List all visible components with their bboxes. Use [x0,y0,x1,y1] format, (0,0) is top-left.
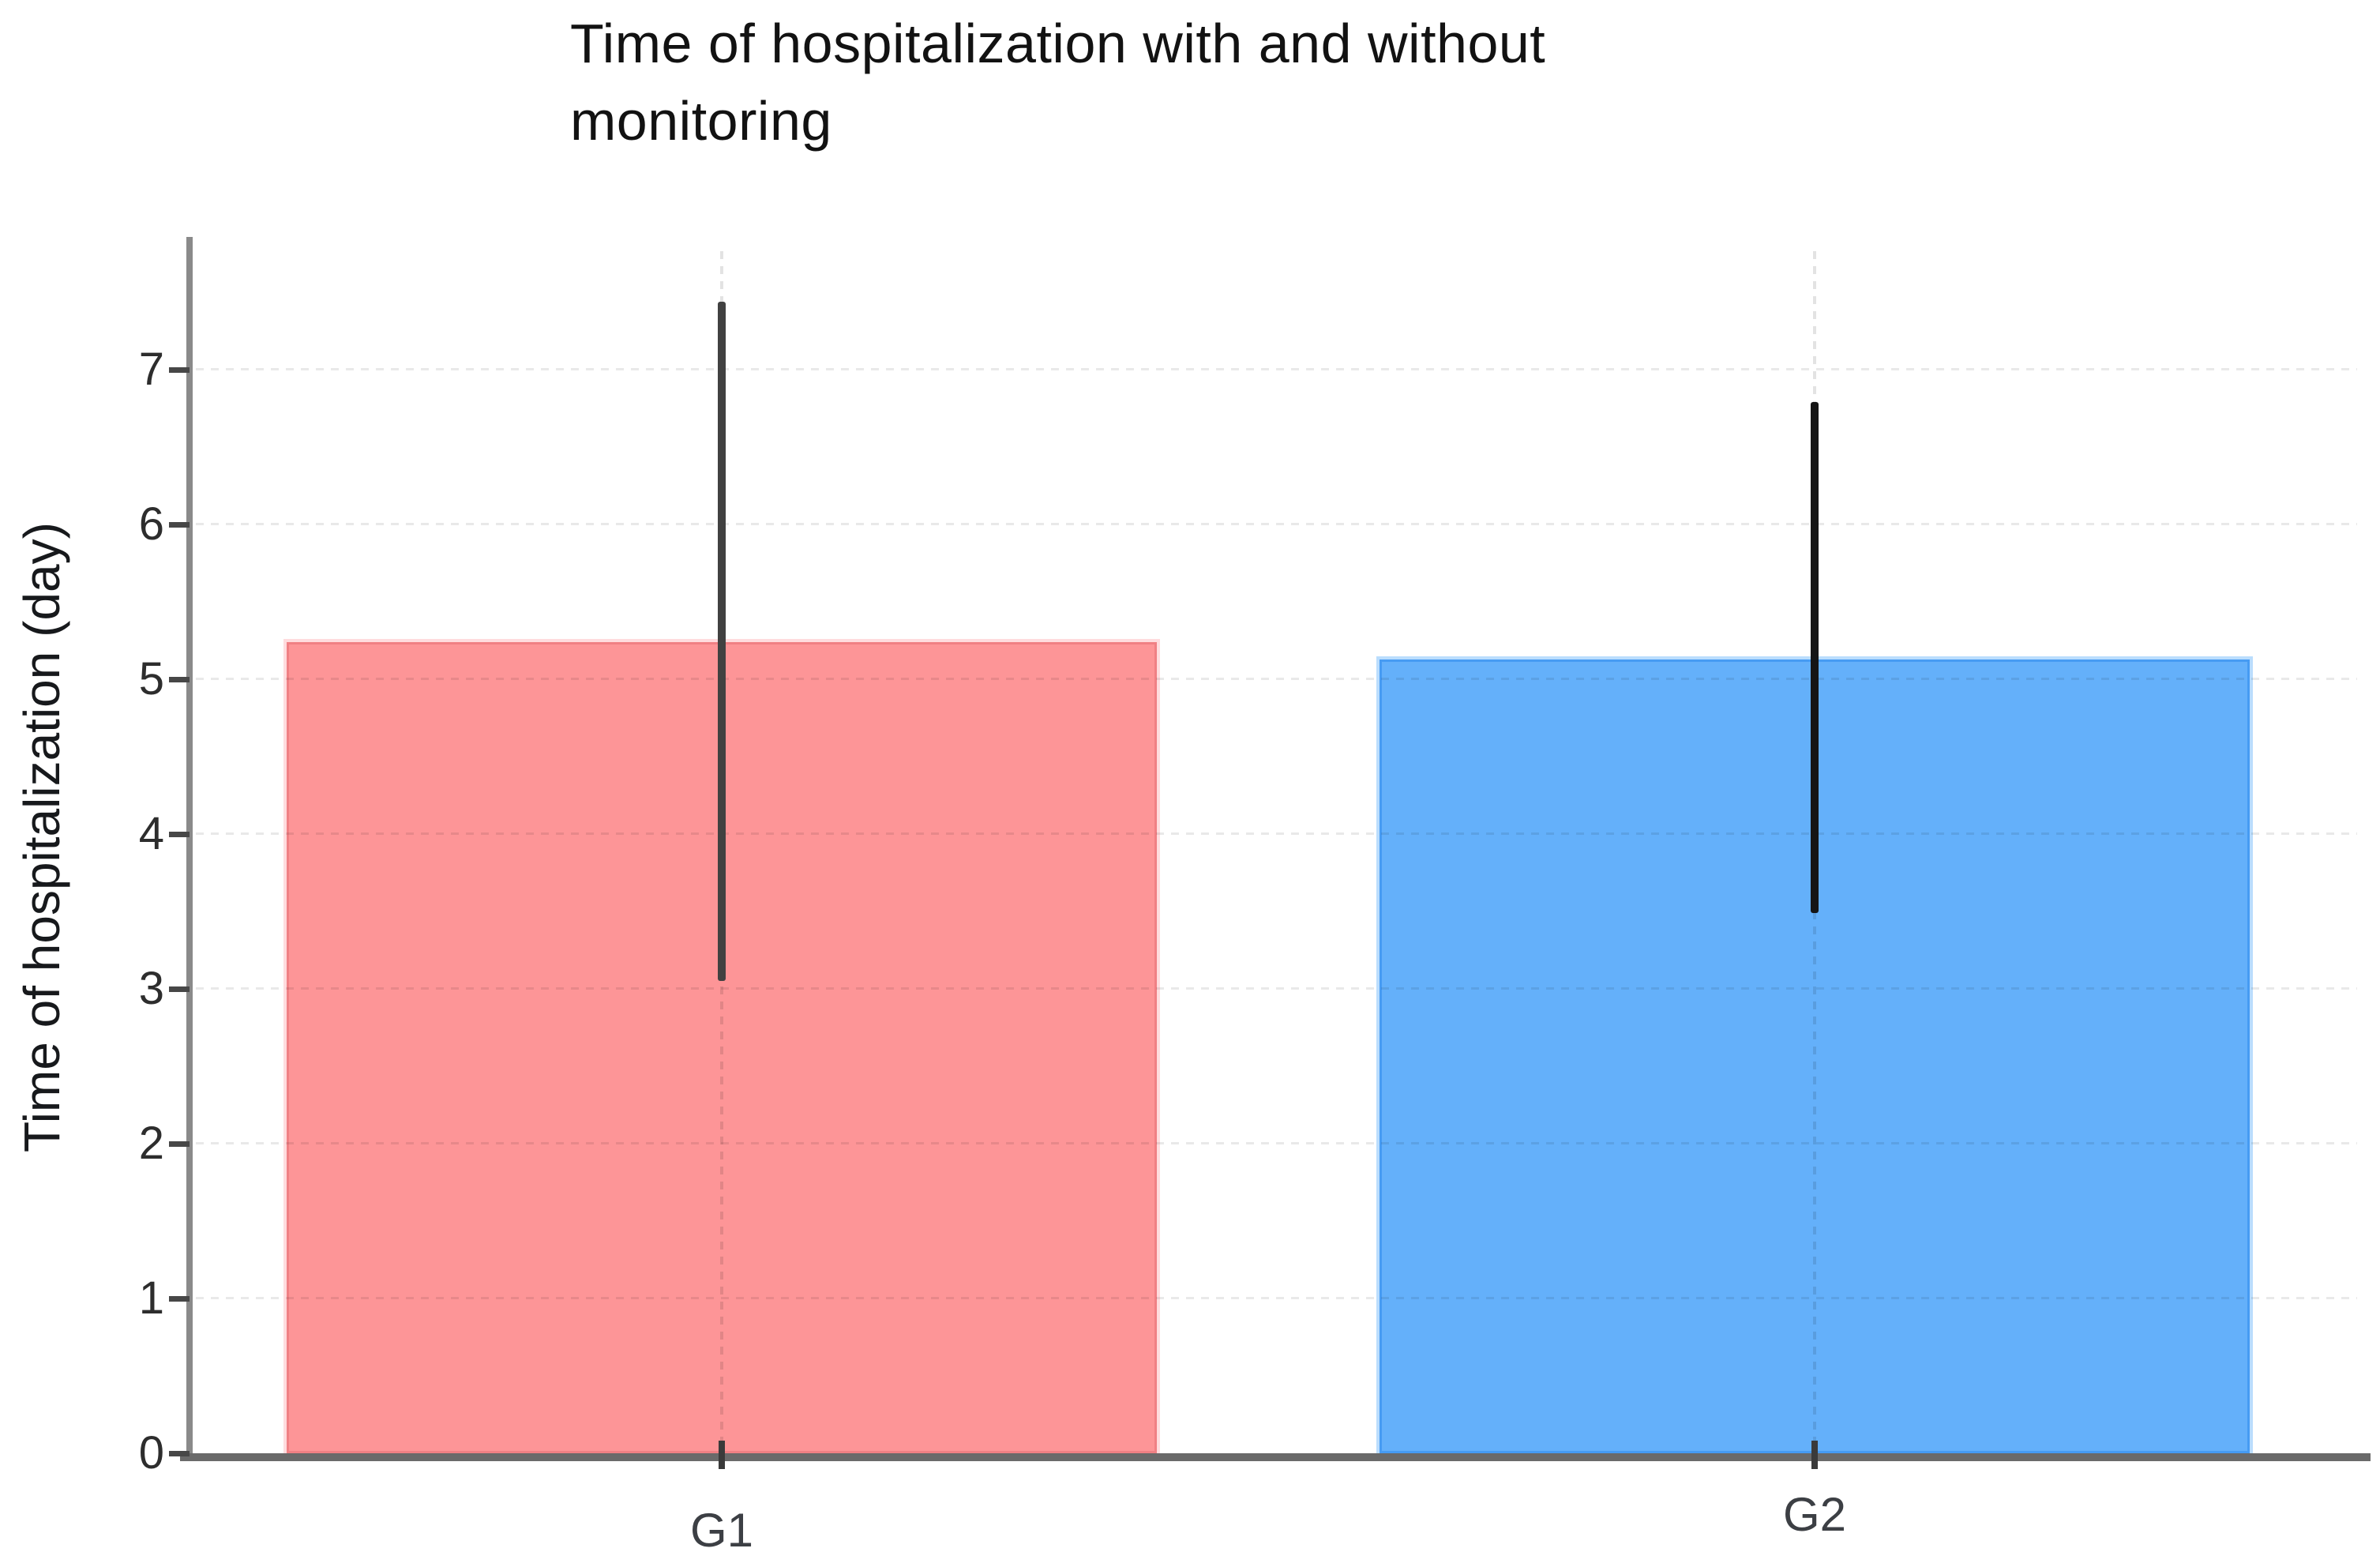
y-tick-mark-5 [169,677,190,682]
x-axis-line [180,1453,2371,1461]
x-tick-label-g1: G1 [689,1504,754,1557]
y-tick-mark-4 [169,832,190,837]
y-axis-line [186,237,193,1461]
y-tick-label-7: 7 [138,344,164,395]
gridline-y5 [196,678,2357,680]
gridline-y3 [196,987,2357,990]
y-tick-mark-0 [169,1451,190,1456]
error-bar-g1 [718,302,726,981]
x-tick-mark-g1 [719,1441,725,1469]
y-tick-label-4: 4 [138,808,164,859]
y-tick-label-0: 0 [138,1427,164,1479]
chart-title-line-1: Time of hospitalization with and without [570,13,1546,74]
y-tick-mark-1 [169,1296,190,1302]
error-bar-g2 [1811,402,1819,913]
y-tick-label-1: 1 [138,1272,164,1324]
chart-title: Time of hospitalization with and without… [570,5,1913,160]
y-tick-label-5: 5 [138,653,164,705]
gridline-y1 [196,1297,2357,1299]
gridline-y7 [196,368,2357,370]
gridline-y6 [196,523,2357,525]
y-tick-label-3: 3 [138,963,164,1014]
y-tick-mark-7 [169,367,190,373]
y-tick-mark-6 [169,522,190,528]
y-tick-mark-3 [169,986,190,992]
y-tick-mark-2 [169,1141,190,1147]
gridline-y2 [196,1142,2357,1144]
chart-title-line-2: monitoring [570,90,832,152]
y-tick-label-6: 6 [138,498,164,550]
gridline-y4 [196,832,2357,835]
x-tick-mark-g2 [1811,1441,1818,1469]
y-tick-label-2: 2 [138,1118,164,1169]
x-tick-label-g2: G2 [1782,1488,1847,1541]
